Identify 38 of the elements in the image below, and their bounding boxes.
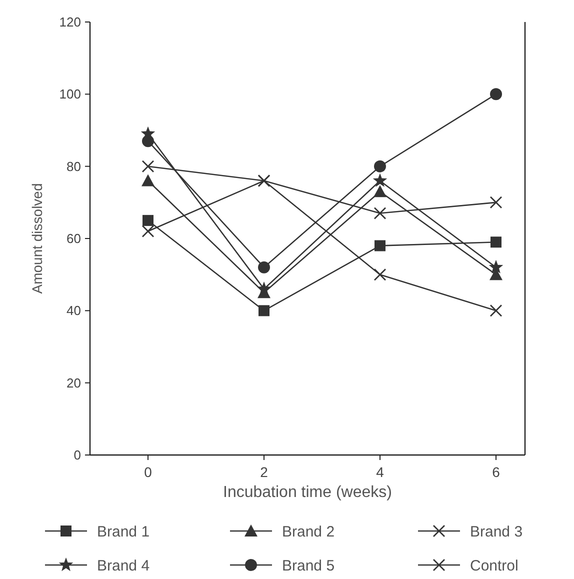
legend-label: Brand 1 [97,523,150,540]
point [258,305,270,316]
point [374,207,386,220]
point [490,88,502,100]
point [490,196,502,209]
x-tick-label: 4 [376,464,384,480]
point [142,135,154,148]
x-axis-title: Incubation time (weeks) [223,484,392,501]
point [490,304,502,317]
point [374,268,386,281]
point [142,225,154,238]
x-tick-label: 0 [144,464,152,480]
point [142,160,154,173]
y-tick-label: 40 [66,303,81,318]
point [256,282,272,296]
x-tick-label: 2 [260,464,268,480]
point [142,174,154,186]
legend-label: Control [470,557,518,574]
y-tick-label: 100 [59,86,81,102]
point [374,160,386,172]
y-tick-label: 80 [66,158,81,174]
legend-label: Brand 4 [97,557,150,574]
point [490,236,502,248]
point [374,240,386,252]
y-tick-label: 60 [66,231,81,246]
point [142,214,154,226]
legend-label: Brand 2 [282,523,335,540]
y-tick-label: 120 [59,14,81,30]
point [488,260,504,274]
point [374,185,386,198]
point [258,261,270,274]
legend-label: Brand 5 [282,557,335,574]
legend-label: Brand 3 [470,523,523,540]
point [372,173,388,187]
y-tick-label: 0 [74,448,81,463]
y-axis-title: Amount dissolved [29,183,45,294]
y-tick-label: 20 [66,375,81,390]
x-tick-label: 6 [492,464,500,480]
